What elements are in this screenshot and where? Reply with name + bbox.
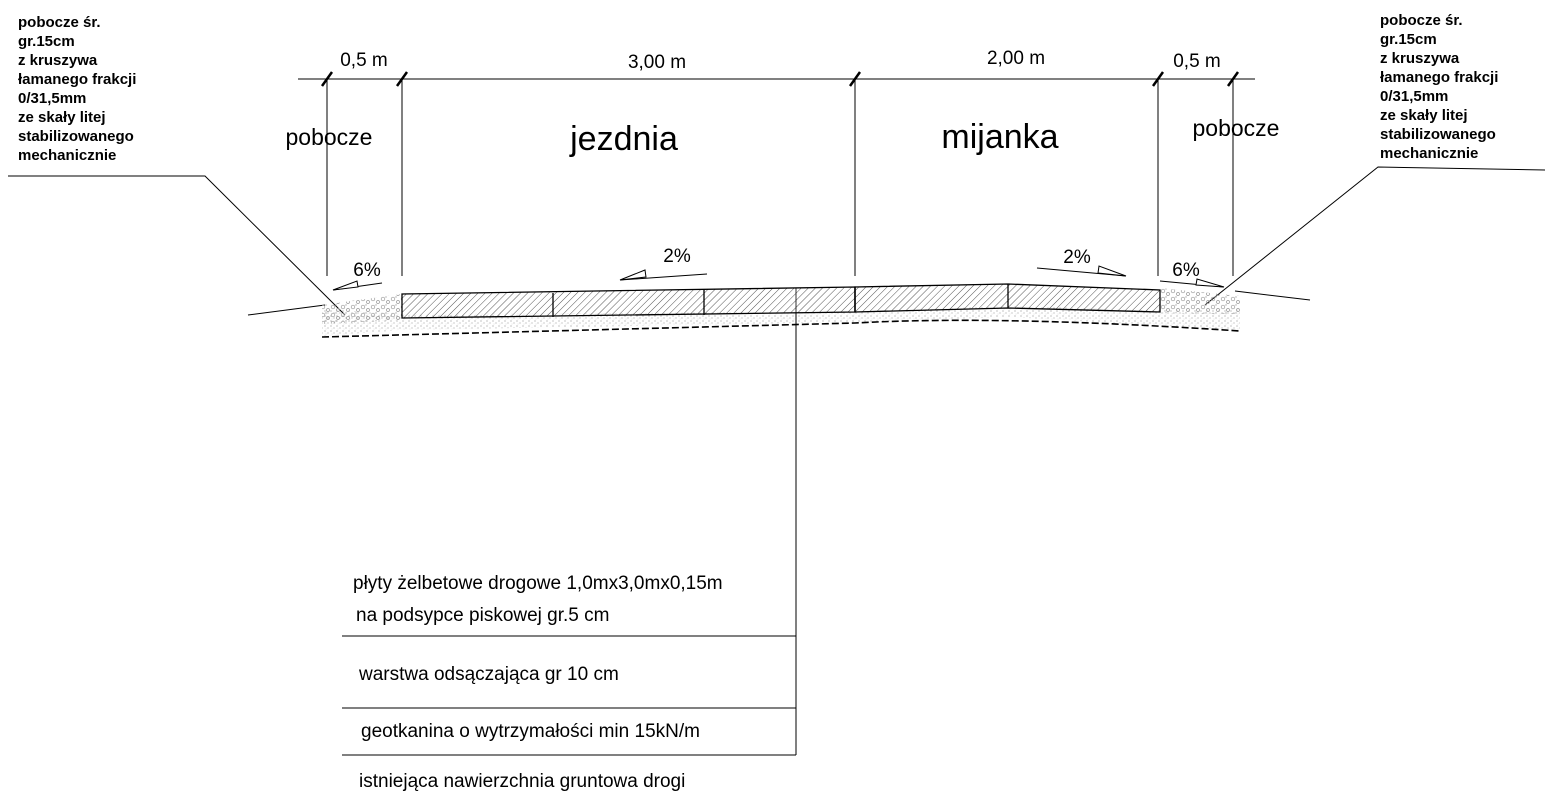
right-note-line-6: ze skały litej [1380, 107, 1468, 124]
right-note-line-3: z kruszywa [1380, 50, 1460, 67]
right-note-line-7: stabilizowanego [1380, 126, 1496, 143]
right-note-leader-line [1204, 166, 1546, 306]
dim-passing-bay: 2,00 m [987, 48, 1045, 69]
left-note-line-2: gr.15cm [18, 33, 75, 50]
dim-roadway: 3,00 m [628, 52, 686, 73]
left-note-line-7: stabilizowanego [18, 128, 134, 145]
left-note-line-1: pobocze śr. [18, 14, 101, 31]
slope-passing-bay: 2% [1063, 247, 1091, 268]
layer-slabs: płyty żelbetowe drogowe 1,0mx3,0mx0,15m [353, 573, 723, 594]
right-note-line-4: łamanego frakcji [1380, 69, 1498, 86]
slope-right-shoulder: 6% [1172, 260, 1200, 281]
dimension-line [298, 71, 1255, 276]
left-shoulder-note: pobocze śr. gr.15cm z kruszywa łamanego … [18, 14, 136, 164]
layer-existing-surface: istniejąca nawierzchnia gruntowa drogi [359, 771, 685, 792]
left-note-line-4: łamanego frakcji [18, 71, 136, 88]
right-note-line-1: pobocze śr. [1380, 12, 1463, 29]
right-note-line-8: mechanicznie [1380, 145, 1478, 162]
terrain-line-left [247, 304, 326, 316]
concrete-slabs [401, 283, 1161, 319]
zone-right-shoulder: pobocze [1193, 115, 1280, 141]
left-note-leader-line [8, 175, 346, 316]
zone-left-shoulder: pobocze [286, 124, 373, 150]
left-note-line-5: 0/31,5mm [18, 90, 86, 107]
terrain-line-right [1234, 290, 1311, 301]
layer-drainage: warstwa odsączająca gr 10 cm [358, 664, 619, 685]
geotextile-line [321, 319, 1241, 338]
zone-passing-bay: mijanka [941, 118, 1058, 156]
right-gravel-shoulder [1160, 288, 1240, 314]
left-note-line-3: z kruszywa [18, 52, 98, 69]
right-note-line-5: 0/31,5mm [1380, 88, 1448, 105]
right-note-line-2: gr.15cm [1380, 31, 1437, 48]
zone-roadway: jezdnia [569, 120, 678, 158]
left-note-line-6: ze skały litej [18, 109, 106, 126]
layer-geotextile: geotkanina o wytrzymałości min 15kN/m [361, 721, 700, 742]
right-shoulder-note: pobocze śr. gr.15cm z kruszywa łamanego … [1380, 12, 1498, 162]
slope-left-shoulder: 6% [353, 260, 381, 281]
left-gravel-shoulder [322, 294, 402, 324]
dim-left-shoulder: 0,5 m [340, 50, 388, 71]
dim-right-shoulder: 0,5 m [1173, 51, 1221, 72]
layer-sand-bedding: na podsypce piskowej gr.5 cm [356, 605, 609, 626]
slope-arrows [332, 265, 1225, 291]
slope-roadway: 2% [663, 246, 691, 267]
left-note-line-8: mechanicznie [18, 147, 116, 164]
